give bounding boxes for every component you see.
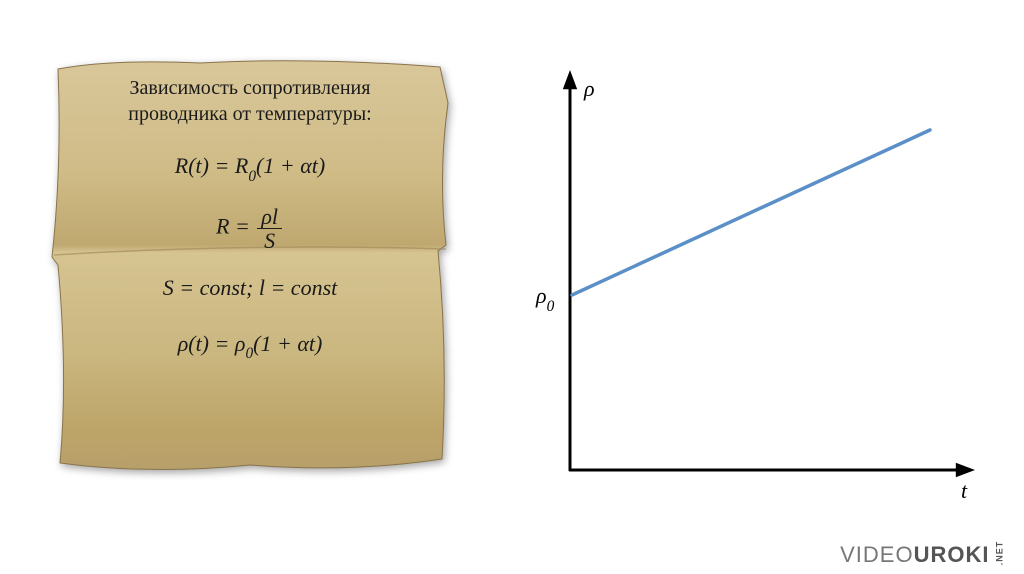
formula-resistance-rho: R = ρlS	[80, 205, 420, 252]
formula-resistance-temp: R(t) = R0(1 + αt)	[80, 153, 420, 183]
title-line-2: проводника от температуры:	[80, 101, 420, 127]
watermark-light: VIDEO	[840, 542, 913, 568]
resistivity-chart: ρ t ρ0	[530, 60, 990, 505]
title-line-1: Зависимость сопротивления	[80, 75, 420, 101]
y-axis-label: ρ	[584, 76, 595, 102]
formula-resistivity-temp: ρ(t) = ρ0(1 + αt)	[80, 331, 420, 361]
watermark-bold: UROKI	[914, 542, 990, 568]
chart-svg	[530, 60, 990, 505]
intercept-label: ρ0	[536, 283, 554, 313]
parchment-note: Зависимость сопротивления проводника от …	[50, 55, 450, 475]
parchment-content: Зависимость сопротивления проводника от …	[80, 75, 420, 361]
x-axis-label: t	[961, 478, 967, 504]
watermark-net: .NET	[995, 541, 1005, 566]
watermark: VIDEOUROKI .NET	[840, 542, 1012, 568]
formula-constants: S = const; l = const	[80, 275, 420, 301]
